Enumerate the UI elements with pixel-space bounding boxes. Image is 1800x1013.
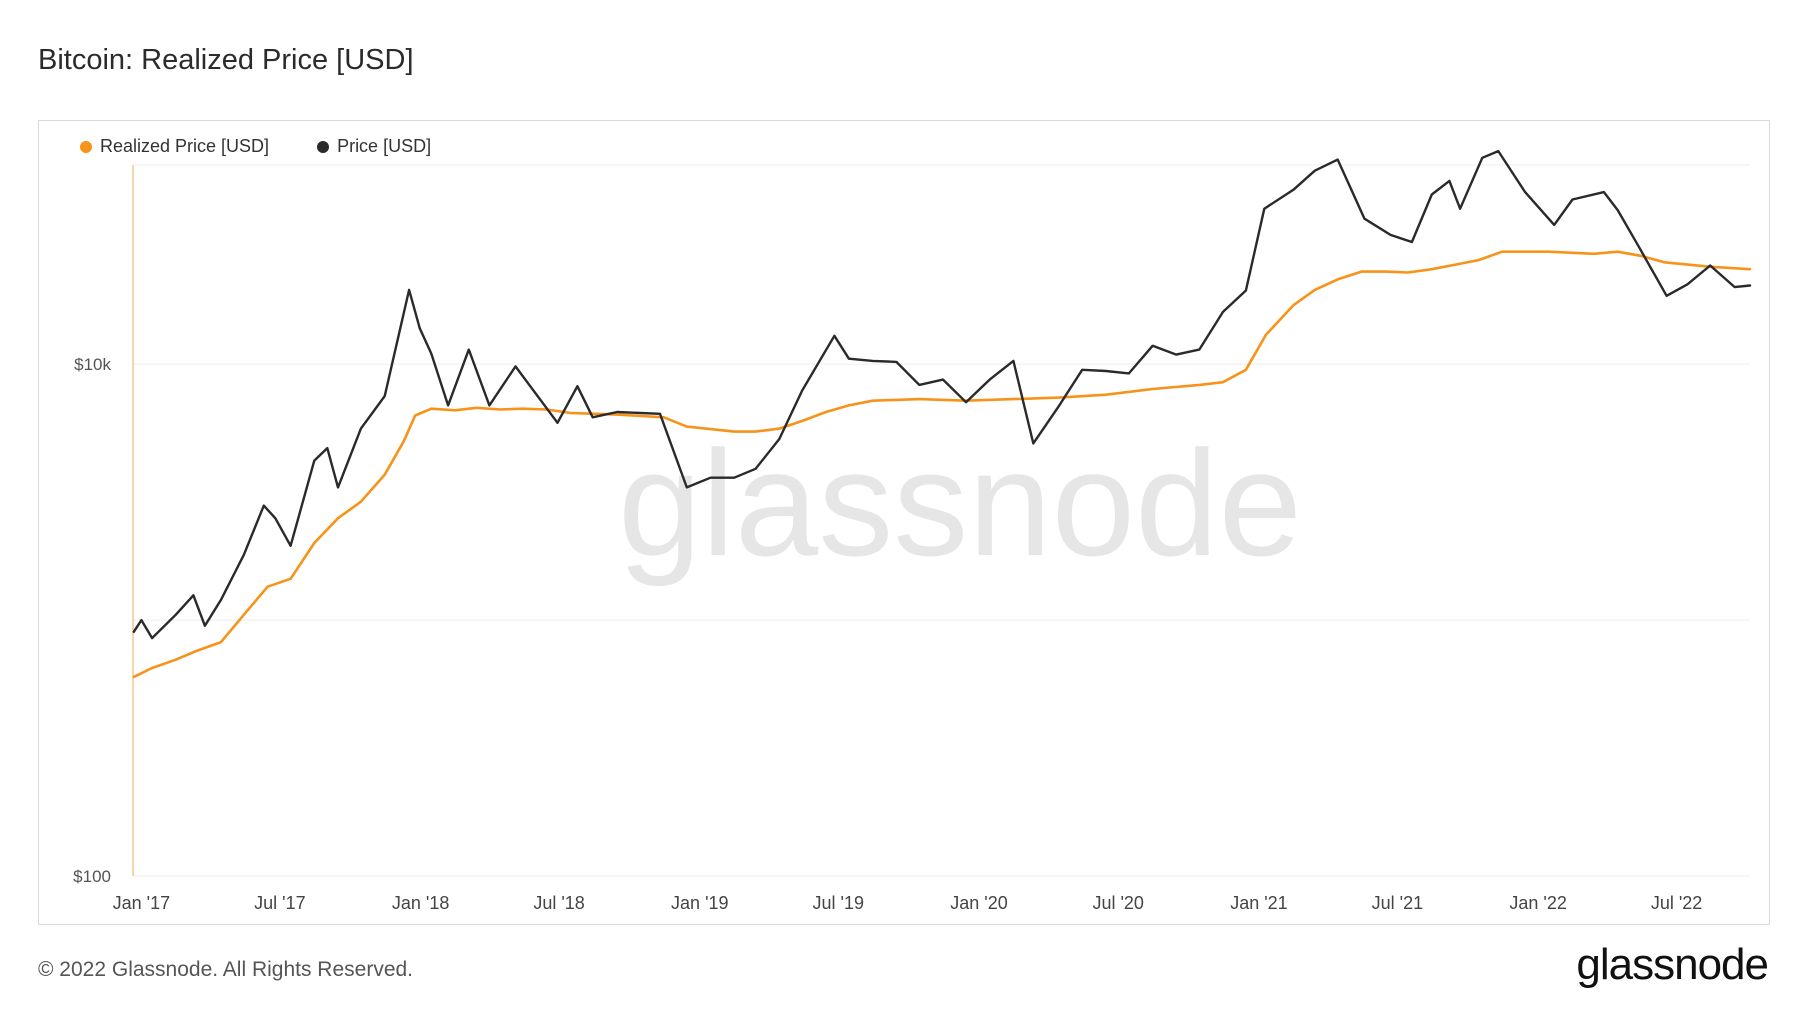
legend-item-realized-price[interactable]: Realized Price [USD] — [80, 136, 269, 157]
legend-marker-realized-price — [80, 140, 92, 153]
x-tick-label: Jul '17 — [254, 893, 305, 913]
copyright-text: © 2022 Glassnode. All Rights Reserved. — [38, 958, 414, 981]
x-tick-label: Jul '21 — [1372, 893, 1423, 913]
x-tick-label: Jan '18 — [392, 893, 449, 913]
y-tick-label: $100 — [73, 867, 111, 886]
series-line-realized-price — [132, 250, 1752, 679]
legend-marker-price — [317, 140, 330, 153]
chart-frame — [38, 120, 1770, 925]
x-tick-label: Jan '21 — [1230, 893, 1287, 913]
x-tick-label: Jul '22 — [1651, 893, 1702, 913]
legend-item-price[interactable]: Price [USD] — [317, 136, 431, 157]
x-tick-label: Jan '17 — [113, 893, 170, 913]
chart-title: Bitcoin: Realized Price [USD] — [38, 44, 414, 76]
x-tick-label: Jan '22 — [1509, 893, 1566, 913]
x-tick-label: Jan '19 — [671, 893, 728, 913]
chart-legend: Realized Price [USD] Price [USD] — [80, 136, 431, 157]
legend-label-price: Price [USD] — [337, 136, 432, 156]
y-tick-label: $10k — [74, 355, 111, 374]
x-tick-label: Jul '19 — [813, 893, 864, 913]
x-tick-label: Jan '20 — [950, 893, 1007, 913]
brand-logo: glassnode — [1576, 940, 1769, 989]
legend-label-realized-price: Realized Price [USD] — [100, 136, 270, 156]
watermark: glassnode — [618, 419, 1302, 587]
x-tick-label: Jul '18 — [533, 893, 584, 913]
series-line-price — [132, 149, 1752, 640]
x-tick-label: Jul '20 — [1092, 893, 1143, 913]
